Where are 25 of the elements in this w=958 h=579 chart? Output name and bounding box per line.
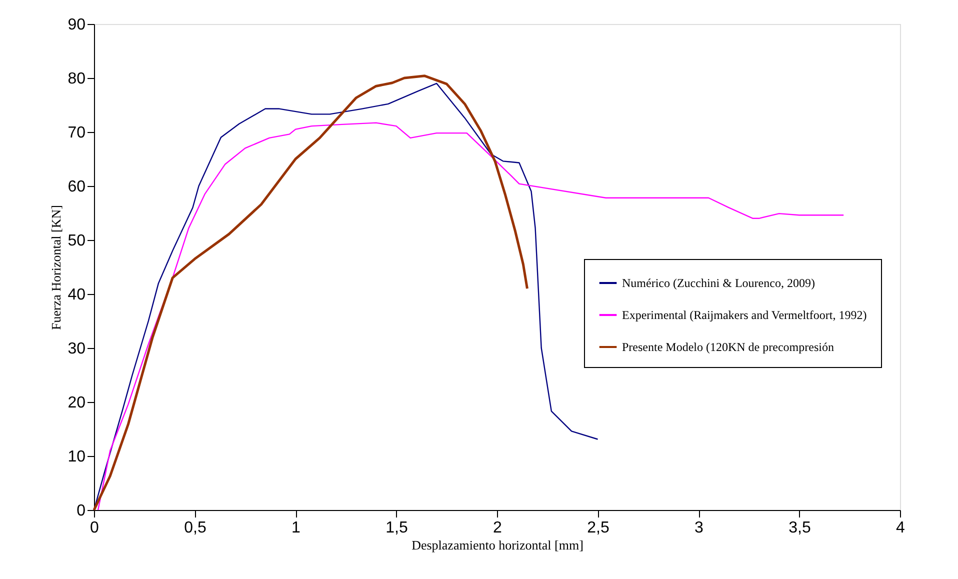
- x-tick-label: 2: [493, 520, 502, 536]
- y-tick-label: 60: [68, 178, 86, 196]
- y-tick-label: 90: [68, 16, 86, 34]
- x-tick-label: 1: [292, 520, 301, 536]
- legend-label: Presente Modelo (120KN de precompresión: [622, 340, 834, 354]
- x-tick-label: 3,5: [788, 520, 811, 536]
- x-tick-label: 0,5: [184, 520, 206, 536]
- y-tick-label: 70: [68, 124, 86, 142]
- y-tick-label: 20: [68, 394, 86, 412]
- x-tick-label: 3: [694, 520, 704, 536]
- line-series: [92, 74, 528, 512]
- y-tick-label: 40: [68, 286, 86, 304]
- y-axis-title: Fuerza Horizontal [KN]: [48, 205, 64, 330]
- legend-label: Numérico (Zucchini & Lourenco, 2009): [622, 276, 815, 290]
- x-tick-label: 1,5: [386, 520, 408, 536]
- x-tick-label: 2,5: [587, 520, 610, 536]
- y-tick-label: 0: [76, 502, 86, 520]
- x-tick-label: 4: [896, 520, 906, 536]
- y-tick-label: 80: [68, 70, 86, 88]
- x-tick-label: 0: [90, 520, 100, 536]
- y-tick-label: 30: [68, 340, 86, 358]
- legend-label: Experimental (Raijmakers and Vermeltfoort, 1992): [622, 308, 867, 322]
- x-axis-title: Desplazamiento horizontal [mm]: [412, 538, 584, 552]
- y-tick-label: 50: [68, 232, 86, 250]
- y-tick-label: 10: [68, 448, 86, 466]
